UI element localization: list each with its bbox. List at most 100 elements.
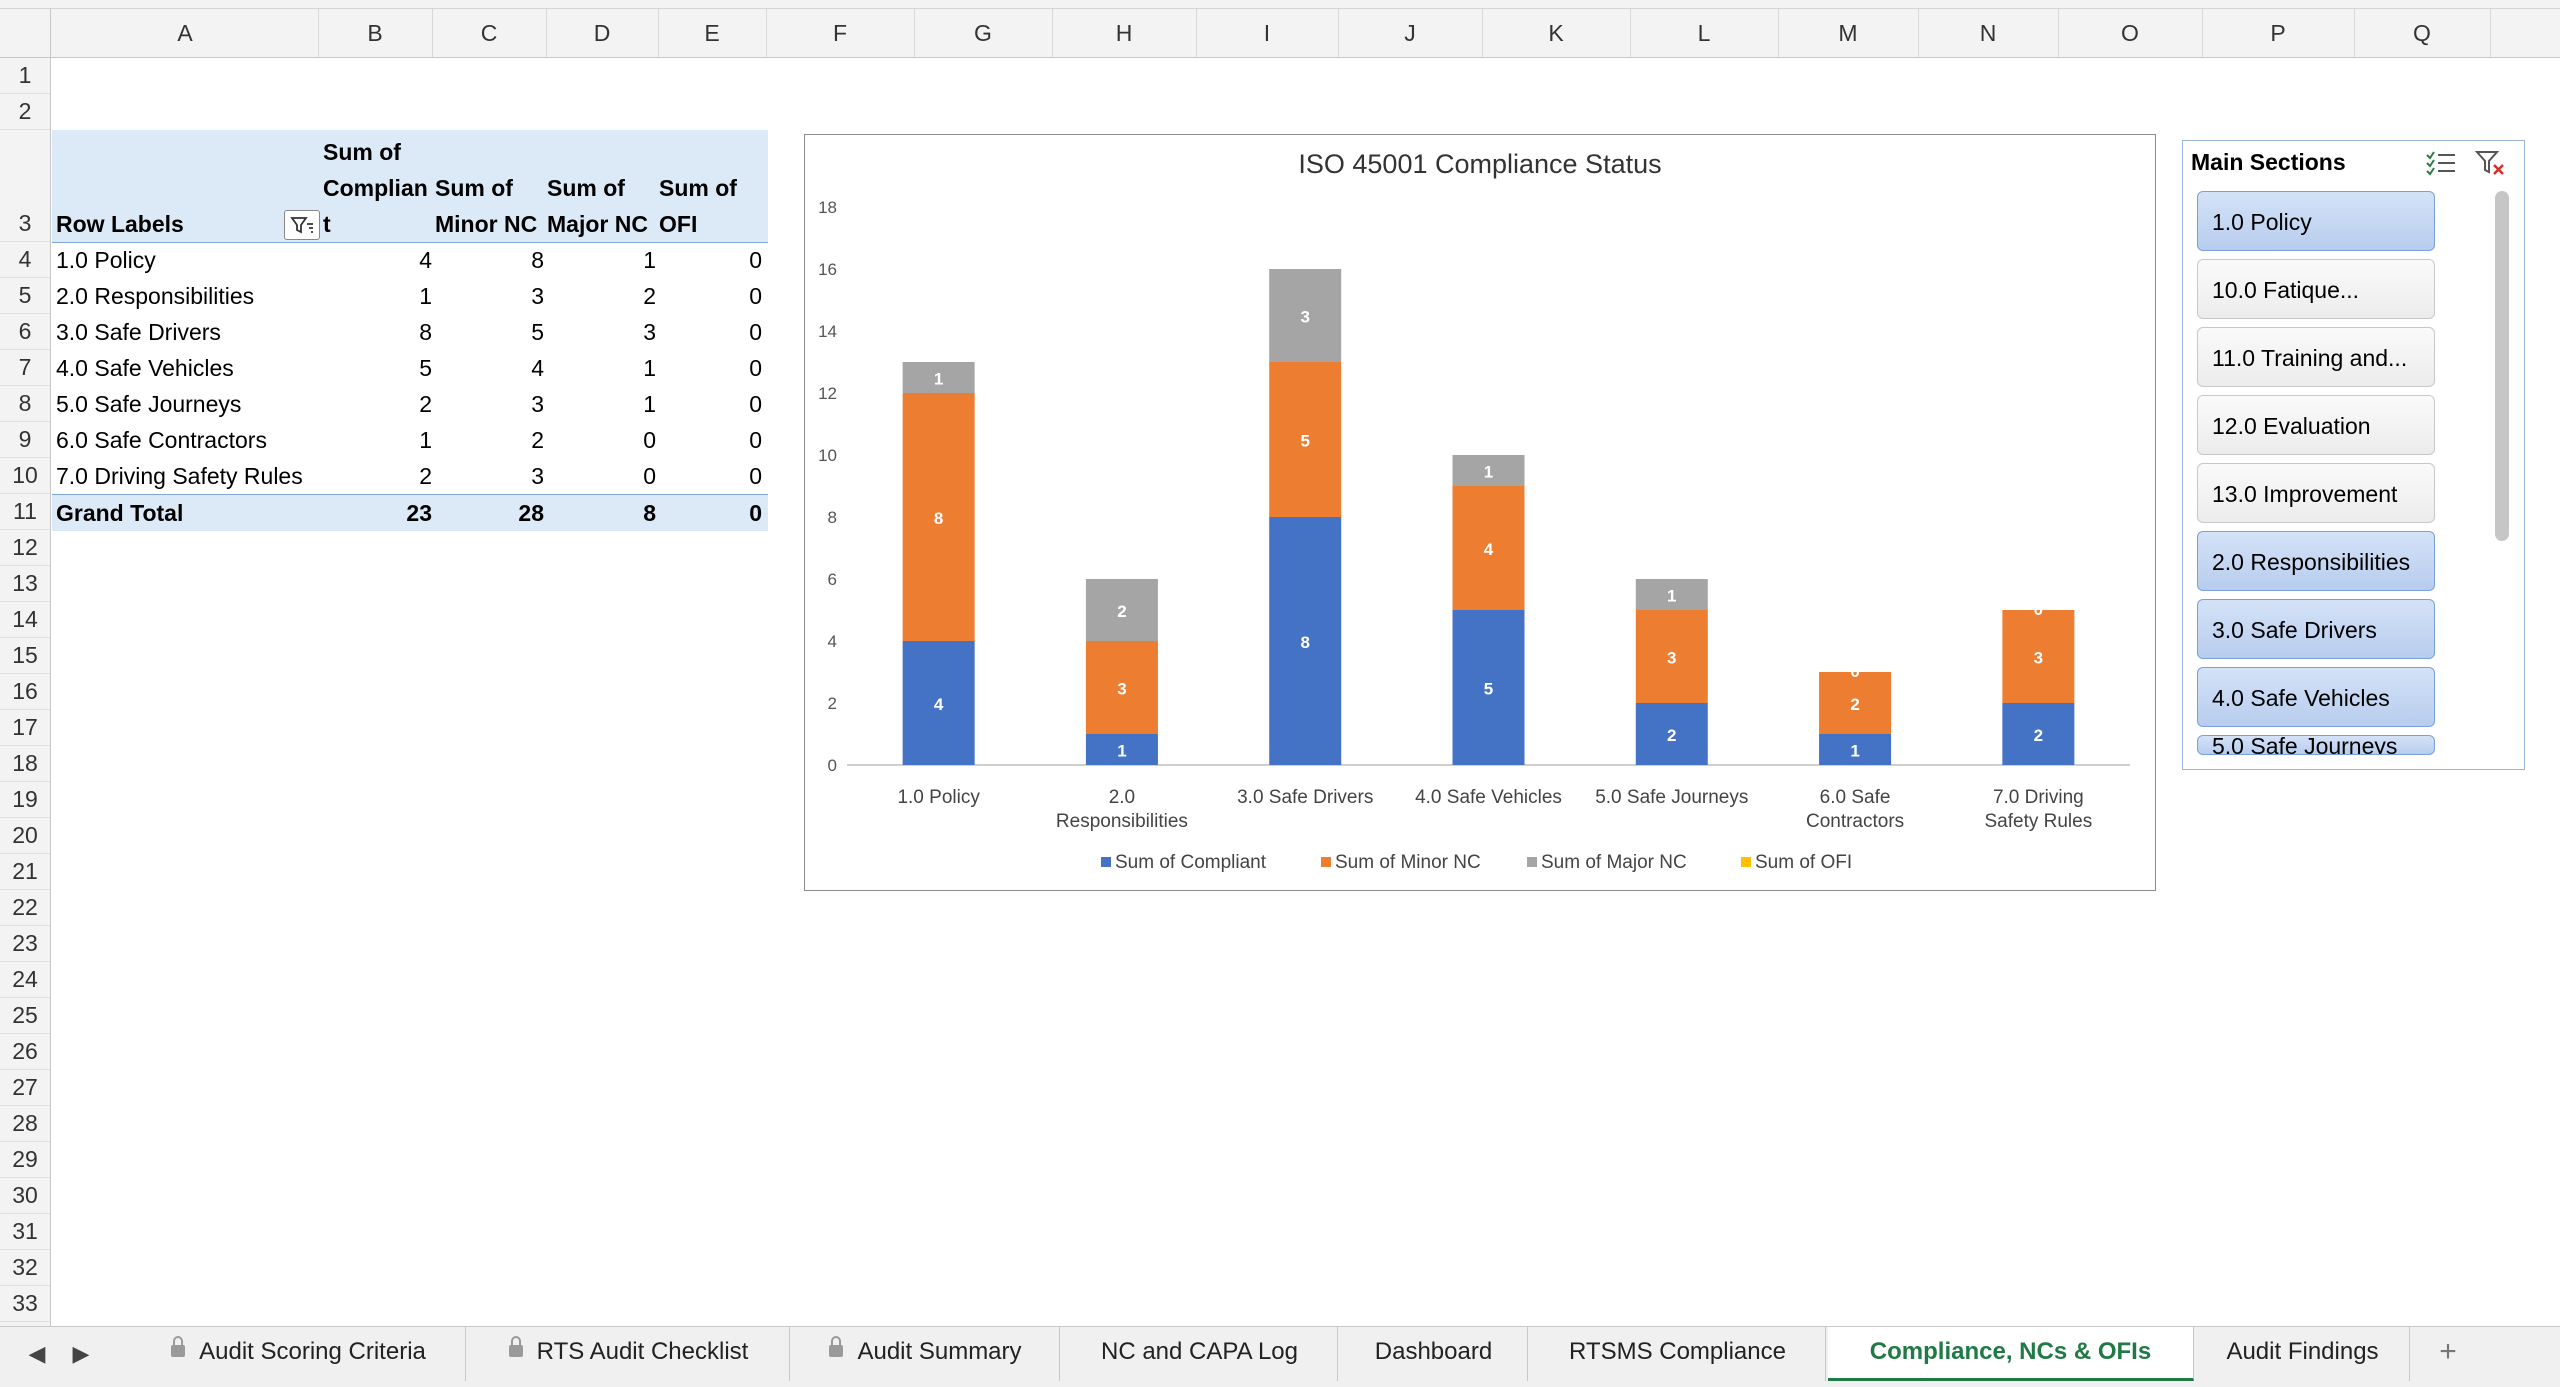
bar-segment[interactable] xyxy=(1269,269,1342,362)
pivot-row[interactable]: 7.0 Driving Safety Rules 2 3 0 0 xyxy=(52,458,768,494)
slicer-item[interactable]: 2.0 Responsibilities xyxy=(2197,531,2435,591)
bar-segment[interactable] xyxy=(1452,486,1525,610)
row-header-25[interactable]: 25 xyxy=(0,998,50,1034)
row-header-32[interactable]: 32 xyxy=(0,1250,50,1286)
bar-segment[interactable] xyxy=(902,641,975,765)
slicer-item[interactable]: 3.0 Safe Drivers xyxy=(2197,599,2435,659)
clear-filter-icon[interactable] xyxy=(2474,149,2507,177)
pivot-row[interactable]: 2.0 Responsibilities 1 3 2 0 xyxy=(52,278,768,314)
column-header-l[interactable]: L xyxy=(1630,9,1779,57)
column-header-m[interactable]: M xyxy=(1778,9,1919,57)
row-header-29[interactable]: 29 xyxy=(0,1142,50,1178)
row-header-4[interactable]: 4 xyxy=(0,242,50,278)
row-header-19[interactable]: 19 xyxy=(0,782,50,818)
bar-segment[interactable] xyxy=(1452,610,1525,765)
row-header-30[interactable]: 30 xyxy=(0,1178,50,1214)
row-header-2[interactable]: 2 xyxy=(0,94,50,130)
bar-segment[interactable] xyxy=(1635,579,1708,610)
pivot-row[interactable]: 4.0 Safe Vehicles 5 4 1 0 xyxy=(52,350,768,386)
bar-segment[interactable] xyxy=(1635,610,1708,703)
row-header-31[interactable]: 31 xyxy=(0,1214,50,1250)
sheet-tab[interactable]: Compliance, NCs & OFIs xyxy=(1828,1327,2194,1381)
row-header-21[interactable]: 21 xyxy=(0,854,50,890)
row-header-7[interactable]: 7 xyxy=(0,350,50,386)
row-header-18[interactable]: 18 xyxy=(0,746,50,782)
row-header-27[interactable]: 27 xyxy=(0,1070,50,1106)
row-header-22[interactable]: 22 xyxy=(0,890,50,926)
bar-segment[interactable] xyxy=(902,362,975,393)
bar-segment[interactable] xyxy=(1452,455,1525,486)
column-header-f[interactable]: F xyxy=(766,9,915,57)
prev-sheet-icon[interactable]: ◀ xyxy=(28,1341,46,1366)
row-header-15[interactable]: 15 xyxy=(0,638,50,674)
slicer-item[interactable]: 13.0 Improvement xyxy=(2197,463,2435,523)
column-header-b[interactable]: B xyxy=(318,9,433,57)
pivot-row[interactable]: 3.0 Safe Drivers 8 5 3 0 xyxy=(52,314,768,350)
slicer-item[interactable]: 4.0 Safe Vehicles xyxy=(2197,667,2435,727)
row-header-16[interactable]: 16 xyxy=(0,674,50,710)
row-header-24[interactable]: 24 xyxy=(0,962,50,998)
row-header-12[interactable]: 12 xyxy=(0,530,50,566)
row-header-10[interactable]: 10 xyxy=(0,458,50,494)
pivot-row[interactable]: 5.0 Safe Journeys 2 3 1 0 xyxy=(52,386,768,422)
column-header-g[interactable]: G xyxy=(914,9,1053,57)
column-header-o[interactable]: O xyxy=(2058,9,2203,57)
row-header-8[interactable]: 8 xyxy=(0,386,50,422)
add-sheet-button[interactable]: + xyxy=(2418,1327,2478,1381)
pivot-row[interactable]: 6.0 Safe Contractors 1 2 0 0 xyxy=(52,422,768,458)
bar-segment[interactable] xyxy=(2002,703,2075,765)
column-header-e[interactable]: E xyxy=(658,9,767,57)
bar-segment[interactable] xyxy=(1269,362,1342,517)
bar-segment[interactable] xyxy=(1085,734,1158,765)
sheet-tab[interactable]: RTSMS Compliance xyxy=(1530,1327,1826,1381)
select-all-corner[interactable] xyxy=(0,9,51,57)
bar-segment[interactable] xyxy=(1819,672,1892,734)
bar-segment[interactable] xyxy=(1819,734,1892,765)
column-header-j[interactable]: J xyxy=(1338,9,1483,57)
bar-segment[interactable] xyxy=(1085,641,1158,734)
row-header-5[interactable]: 5 xyxy=(0,278,50,314)
slicer-item[interactable]: 5.0 Safe Journeys xyxy=(2197,735,2435,755)
multi-select-icon[interactable] xyxy=(2425,149,2457,177)
column-header-d[interactable]: D xyxy=(546,9,659,57)
row-header-17[interactable]: 17 xyxy=(0,710,50,746)
row-header-23[interactable]: 23 xyxy=(0,926,50,962)
row-header-3[interactable]: 3 xyxy=(0,130,50,242)
column-header-a[interactable]: A xyxy=(52,9,319,57)
sheet-tab[interactable]: Audit Findings xyxy=(2196,1327,2410,1381)
sheet-tab[interactable]: RTS Audit Checklist xyxy=(468,1327,790,1381)
bar-segment[interactable] xyxy=(1085,579,1158,641)
row-header-1[interactable]: 1 xyxy=(0,58,50,94)
main-sections-slicer[interactable]: Main Sections 1.0 Policy 10.0 Fatique... 1… xyxy=(2182,140,2525,770)
pivot-grand-total-row[interactable]: Grand Total 23 28 8 0 xyxy=(52,494,768,531)
slicer-item[interactable]: 1.0 Policy xyxy=(2197,191,2435,251)
row-header-11[interactable]: 11 xyxy=(0,494,50,530)
column-header-c[interactable]: C xyxy=(432,9,547,57)
row-header-26[interactable]: 26 xyxy=(0,1034,50,1070)
row-header-14[interactable]: 14 xyxy=(0,602,50,638)
sheet-tab[interactable]: Audit Scoring Criteria xyxy=(132,1327,466,1381)
row-header-13[interactable]: 13 xyxy=(0,566,50,602)
column-header-h[interactable]: H xyxy=(1052,9,1197,57)
column-header-i[interactable]: I xyxy=(1196,9,1339,57)
stacked-bar-chart[interactable]: ISO 45001 Compliance Status 0 2 4 6 8 10 12 14 16… xyxy=(804,134,2156,891)
slicer-item[interactable]: 11.0 Training and... xyxy=(2197,327,2435,387)
column-header-k[interactable]: K xyxy=(1482,9,1631,57)
pivot-row-labels-header[interactable]: Row Labels xyxy=(56,211,184,237)
filter-dropdown-icon[interactable] xyxy=(284,210,320,240)
slicer-item[interactable]: 12.0 Evaluation xyxy=(2197,395,2435,455)
bar-segment[interactable] xyxy=(2002,610,2075,703)
sheet-tab[interactable]: Audit Summary xyxy=(792,1327,1060,1381)
row-header-33[interactable]: 33 xyxy=(0,1286,50,1322)
bar-segment[interactable] xyxy=(902,393,975,641)
column-header-q[interactable]: Q xyxy=(2354,9,2491,57)
bar-segment[interactable] xyxy=(1635,703,1708,765)
slicer-item[interactable]: 10.0 Fatique... xyxy=(2197,259,2435,319)
column-header-p[interactable]: P xyxy=(2202,9,2355,57)
pivot-row[interactable]: 1.0 Policy 4 8 1 0 xyxy=(52,242,768,278)
row-header-28[interactable]: 28 xyxy=(0,1106,50,1142)
slicer-scrollbar[interactable] xyxy=(2495,191,2509,541)
bar-segment[interactable] xyxy=(1269,517,1342,765)
row-header-9[interactable]: 9 xyxy=(0,422,50,458)
column-header-n[interactable]: N xyxy=(1918,9,2059,57)
